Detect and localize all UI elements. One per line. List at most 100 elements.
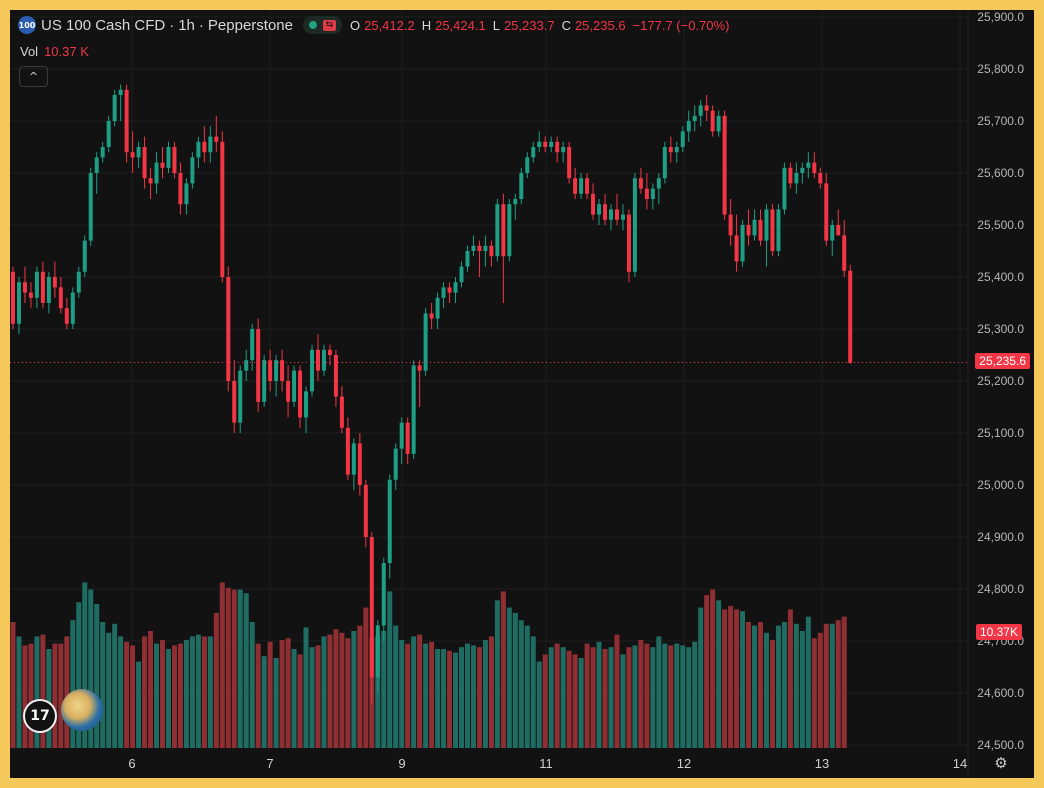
market-status-pill[interactable]: ⇆	[302, 16, 342, 34]
volume-bar	[632, 645, 638, 748]
volume-bar	[758, 622, 763, 748]
volume-bar	[154, 643, 160, 748]
candle-body	[118, 89, 123, 95]
candle-body	[758, 219, 763, 241]
volume-bar	[674, 643, 680, 748]
candle-body	[52, 277, 57, 288]
candle-body	[202, 141, 207, 153]
volume-bar	[734, 609, 740, 748]
volume-bar	[237, 589, 243, 748]
candle-body	[64, 308, 69, 324]
volume-bar	[381, 631, 387, 748]
volume-bar	[811, 638, 817, 748]
volume-bar	[70, 620, 76, 748]
candle-body	[244, 360, 249, 371]
settings-gear-icon[interactable]: ⚙	[994, 754, 1008, 772]
candle-body	[268, 360, 273, 381]
candle-body	[375, 625, 380, 678]
volume-bar	[195, 634, 201, 748]
volume-bar	[183, 640, 189, 748]
volume-bar	[177, 643, 183, 748]
volume-bar	[787, 609, 793, 748]
time-axis-label: 6	[128, 756, 136, 771]
symbol-badge-icon[interactable]: 100	[18, 16, 36, 34]
candle-body	[178, 173, 183, 205]
symbol-name[interactable]: US 100 Cash CFD	[41, 16, 166, 34]
collapse-legend-button[interactable]: ^	[19, 66, 48, 87]
candle-body	[250, 329, 255, 361]
volume-bar	[841, 616, 847, 748]
candle-body	[399, 422, 404, 449]
market-open-dot-icon	[308, 21, 317, 29]
interval[interactable]: 1h	[178, 16, 195, 34]
candle-body	[686, 121, 691, 132]
candle-body	[806, 162, 811, 168]
candle-body	[776, 209, 781, 251]
volume-bar	[746, 622, 752, 748]
volume-bar	[524, 625, 530, 748]
candle-body	[788, 167, 793, 184]
volume-bar	[357, 625, 363, 748]
candle-body	[405, 422, 410, 454]
volume-bar	[124, 641, 130, 748]
price-axis-label: 25,600.0	[977, 166, 1024, 180]
candle-body	[477, 245, 482, 251]
candle-body	[752, 219, 757, 236]
volume-bar	[273, 658, 279, 748]
candle-body	[698, 105, 703, 116]
volume-bar	[429, 641, 435, 748]
candle-body	[662, 147, 667, 179]
volume-bar	[835, 620, 841, 748]
volume-bar	[644, 643, 650, 748]
volume-bar	[267, 641, 273, 748]
volume-bar	[620, 654, 626, 748]
volume-bar	[231, 589, 237, 748]
candle-body	[345, 427, 350, 475]
volume-bar	[752, 625, 758, 748]
candle-body	[369, 537, 374, 678]
volume-bar	[584, 643, 590, 748]
current-price-tag: 25,235.6	[975, 353, 1030, 370]
shark-avatar-icon[interactable]	[61, 689, 103, 731]
candle-body	[124, 89, 129, 153]
separator: ·	[198, 16, 204, 34]
volume-bar	[297, 654, 303, 748]
candle-body	[513, 199, 518, 205]
volume-bar	[805, 616, 811, 748]
volume-bar	[249, 622, 255, 748]
candle-body	[579, 178, 584, 194]
chart-canvas[interactable]	[10, 10, 1034, 778]
candle-body	[614, 209, 619, 220]
candle-body	[310, 349, 314, 392]
volume-bar	[411, 636, 417, 748]
candle-body	[76, 271, 81, 293]
candle-body	[501, 204, 506, 257]
volume-bar	[118, 636, 124, 748]
candle-body	[632, 178, 637, 272]
price-axis-label: 24,800.0	[977, 582, 1024, 596]
volume-bar	[476, 647, 482, 748]
volume-bar	[530, 636, 536, 748]
volume-bar	[692, 641, 698, 748]
candle-body	[232, 381, 237, 423]
close-value: 25,235.6	[574, 17, 626, 33]
volume-bar	[52, 643, 58, 748]
volume-bar	[518, 620, 524, 748]
candle-body	[794, 173, 799, 184]
volume-bar	[596, 641, 602, 748]
chart-frame[interactable]: 100 US 100 Cash CFD · 1h · Pepperstone ⇆…	[10, 10, 1034, 778]
volume-bar	[309, 647, 315, 748]
volume-bar	[22, 645, 28, 748]
volume-bar	[459, 647, 464, 748]
candle-body	[411, 365, 416, 454]
volume-label: Vol	[20, 44, 39, 59]
candle-body	[609, 209, 613, 220]
high-value: 25,424.1	[435, 17, 486, 33]
candle-body	[567, 147, 572, 179]
tradingview-logo-icon[interactable]: 17	[23, 699, 57, 733]
volume-bar	[799, 631, 805, 748]
volume-bar	[656, 636, 662, 748]
volume-bar	[333, 629, 339, 748]
change-value: −177.7 (−0.70%)	[632, 17, 730, 33]
candle-body	[585, 178, 590, 194]
